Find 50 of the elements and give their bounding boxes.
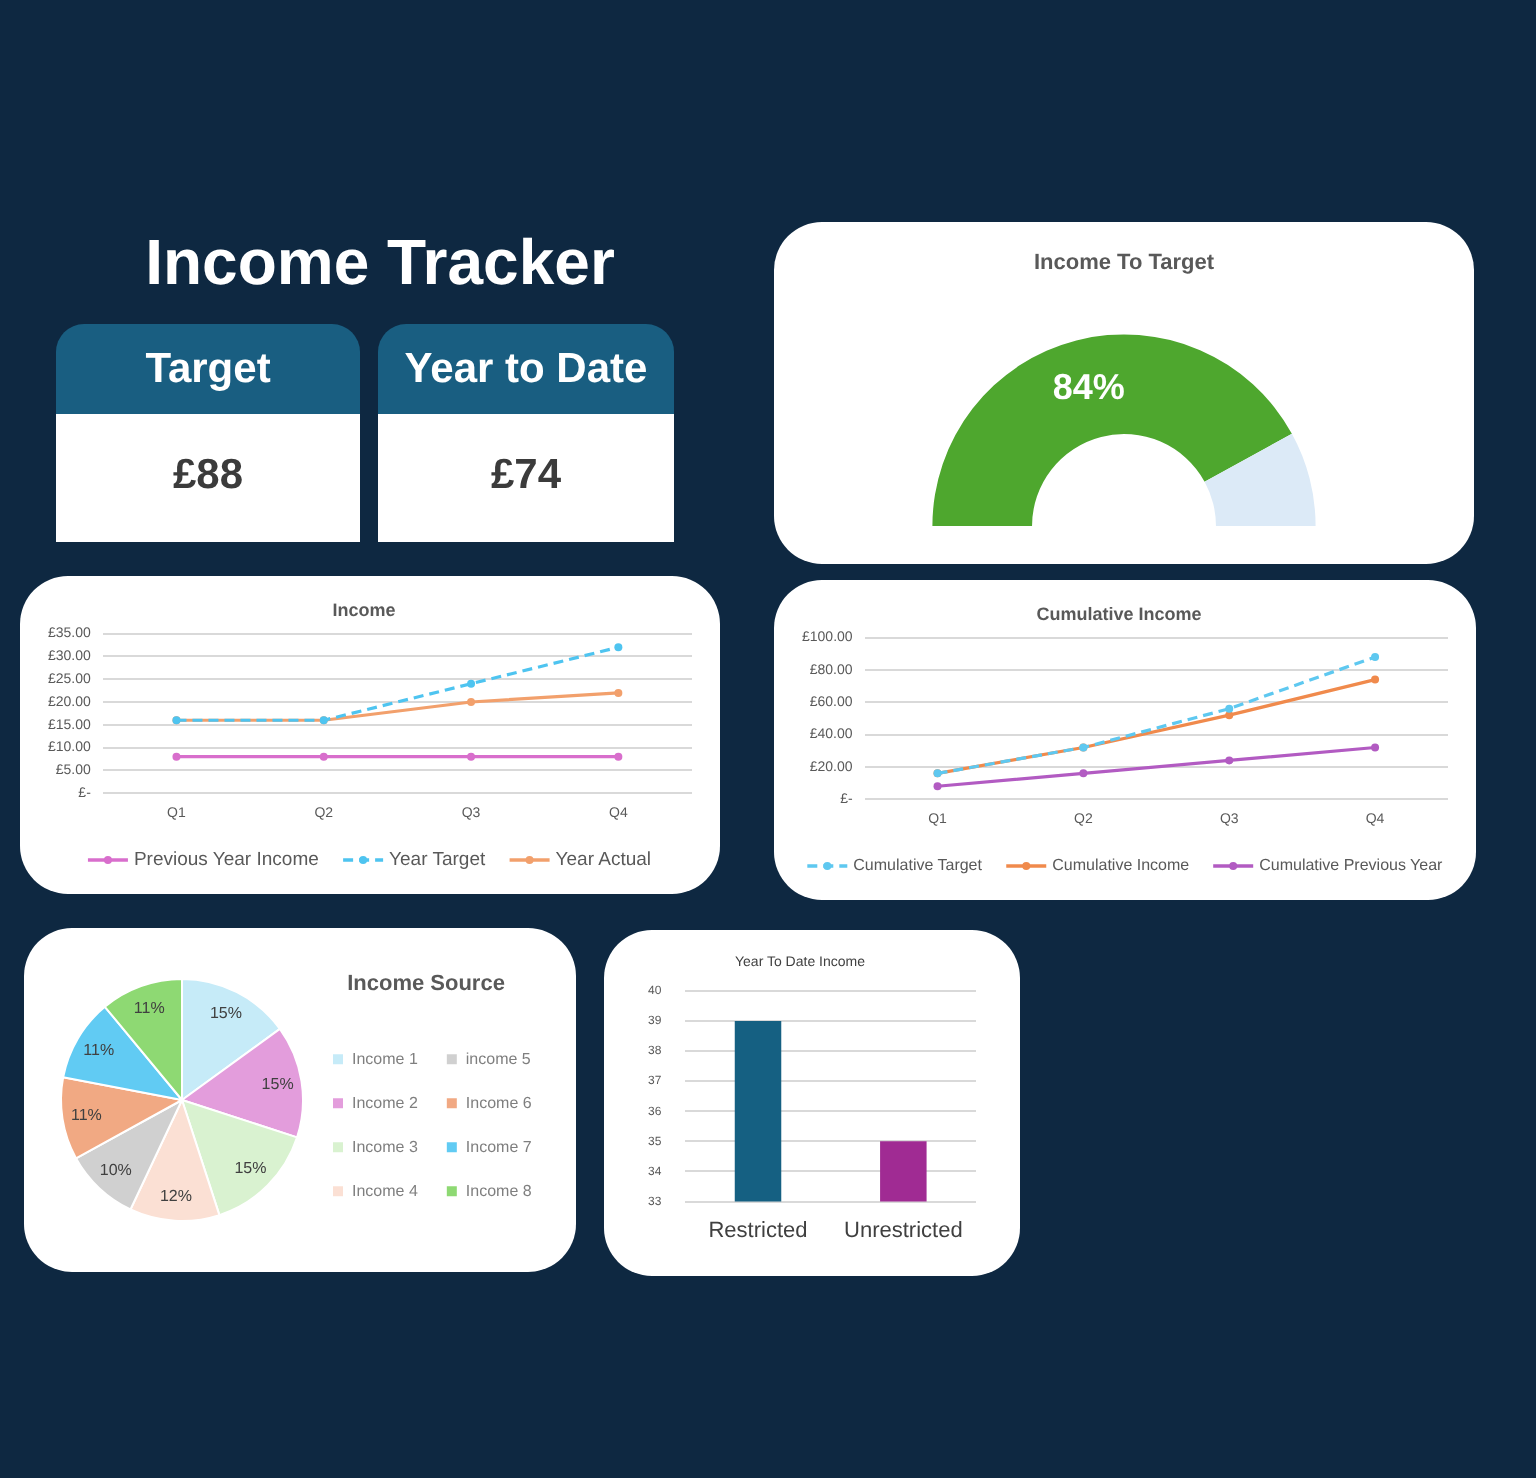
point <box>467 679 476 688</box>
x-tick-label: Unrestricted <box>844 1218 963 1243</box>
legend-label: Year Actual <box>555 849 652 872</box>
legend-label: Cumulative Previous Year <box>1259 856 1444 875</box>
text: £74 <box>378 414 674 542</box>
legend-label: Income 1 <box>352 1049 419 1068</box>
legend-label: Income 6 <box>465 1093 533 1112</box>
point <box>1225 711 1234 720</box>
point <box>614 752 623 761</box>
legend-label: Income 3 <box>352 1137 419 1156</box>
data-label: 11% <box>133 999 165 1018</box>
point <box>319 752 328 761</box>
point <box>1371 652 1380 661</box>
data-label: 15% <box>234 1158 267 1177</box>
point <box>1225 704 1234 713</box>
point <box>1371 675 1380 684</box>
text: Income Tracker <box>143 224 617 302</box>
data-label: 84% <box>1052 366 1125 407</box>
text: Year to Date <box>378 324 674 414</box>
legend-label: Income 4 <box>352 1181 419 1200</box>
point <box>1079 769 1088 778</box>
chart-title: Income Source <box>347 971 505 996</box>
point <box>614 643 623 652</box>
legend-label: Income 2 <box>352 1093 419 1112</box>
chart-title: Cumulative Income <box>1036 603 1202 624</box>
text: £88 <box>56 414 360 542</box>
point <box>614 688 623 697</box>
legend-label: Income 7 <box>465 1137 533 1156</box>
legend-label: Income 8 <box>465 1181 533 1200</box>
chart-title: Income To Target <box>1033 251 1215 276</box>
point <box>1225 756 1234 765</box>
x-tick-label: Restricted <box>708 1218 808 1243</box>
point <box>172 752 181 761</box>
chart-title: Income <box>332 599 396 620</box>
data-label: 10% <box>99 1160 132 1179</box>
data-label: 12% <box>159 1187 192 1206</box>
legend-label: Previous Year Income <box>133 849 319 872</box>
text: Target <box>56 324 360 414</box>
point <box>1371 743 1380 752</box>
data-label: 15% <box>209 1004 242 1023</box>
legend-label: Cumulative Income <box>1052 856 1191 875</box>
legend-label: Cumulative Target <box>853 856 984 875</box>
legend-label: Year Target <box>389 849 486 872</box>
legend-label: income 5 <box>465 1049 532 1068</box>
point <box>467 698 476 706</box>
data-label: 15% <box>261 1075 294 1094</box>
data-label: 11% <box>83 1041 115 1060</box>
data-label: 11% <box>70 1105 102 1124</box>
point <box>467 752 476 761</box>
point <box>933 782 942 791</box>
